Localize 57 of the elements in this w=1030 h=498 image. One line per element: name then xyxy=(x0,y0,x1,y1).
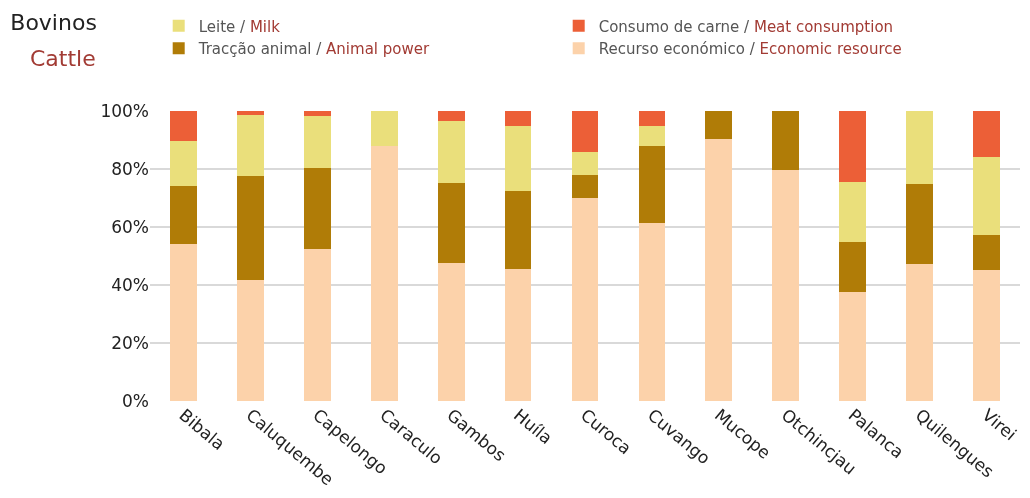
bar xyxy=(906,111,933,184)
bar xyxy=(705,138,733,401)
bar xyxy=(504,111,532,127)
bar xyxy=(638,126,666,146)
bar xyxy=(638,223,666,401)
bar xyxy=(170,186,197,245)
y-tick-label: 100% xyxy=(100,100,149,121)
bar xyxy=(303,248,331,401)
bar xyxy=(370,111,398,147)
bar xyxy=(906,183,933,265)
bar xyxy=(237,175,264,281)
bar xyxy=(571,111,599,152)
bar xyxy=(303,111,331,116)
bar xyxy=(303,115,331,169)
bar xyxy=(170,244,197,401)
legend-label: Tracção animal / Animal power xyxy=(197,40,430,59)
bar xyxy=(437,263,465,401)
legend-label: Recurso económico / Economic resource xyxy=(598,40,902,59)
bar xyxy=(571,174,599,198)
bar xyxy=(906,264,933,401)
bar xyxy=(973,111,1000,157)
bar xyxy=(772,111,800,171)
bar xyxy=(437,121,465,183)
bar xyxy=(973,234,1000,271)
chart-title: Bovinos xyxy=(10,10,97,36)
bar xyxy=(571,197,599,401)
bar xyxy=(638,145,666,224)
bar xyxy=(973,156,1000,235)
bar xyxy=(170,140,197,187)
legend-label: Leite / Milk xyxy=(198,17,281,36)
bar xyxy=(303,168,331,249)
bar xyxy=(839,111,867,183)
bar xyxy=(237,115,264,176)
bar xyxy=(705,111,733,139)
bar xyxy=(437,182,465,264)
bar xyxy=(638,111,666,127)
bar xyxy=(839,182,867,242)
chart-subtitle: Cattle xyxy=(30,46,96,71)
bar xyxy=(571,151,599,175)
bar xyxy=(973,270,1000,401)
bar xyxy=(504,126,532,191)
bar xyxy=(772,170,800,401)
bar xyxy=(839,291,867,401)
bar xyxy=(237,111,264,116)
bar xyxy=(170,111,197,141)
bar xyxy=(437,111,465,122)
y-tick-label: 40% xyxy=(111,274,149,295)
y-tick-label: 60% xyxy=(111,216,149,237)
bar xyxy=(370,146,398,401)
y-tick-label: 20% xyxy=(111,332,149,353)
y-tick-label: 80% xyxy=(111,158,149,179)
bar xyxy=(504,269,532,401)
y-tick-label: 0% xyxy=(122,390,149,411)
bar xyxy=(839,241,867,292)
bar xyxy=(237,280,264,401)
bar xyxy=(504,190,532,270)
legend-label: Consumo de carne / Meat consumption xyxy=(598,17,894,36)
